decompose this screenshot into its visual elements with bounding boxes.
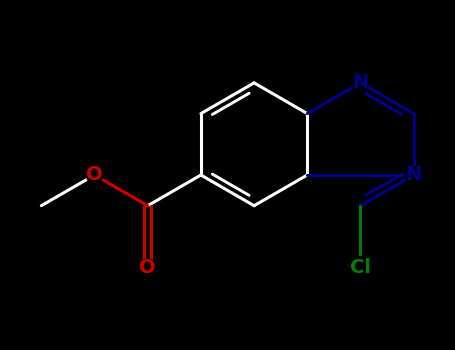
Text: O: O <box>86 166 103 184</box>
Circle shape <box>405 167 422 183</box>
Text: O: O <box>139 258 156 277</box>
Text: Cl: Cl <box>350 258 371 277</box>
Circle shape <box>139 259 156 275</box>
Text: N: N <box>405 166 422 184</box>
Circle shape <box>350 257 371 278</box>
Text: N: N <box>352 74 369 92</box>
Circle shape <box>352 75 369 91</box>
Circle shape <box>86 167 103 183</box>
